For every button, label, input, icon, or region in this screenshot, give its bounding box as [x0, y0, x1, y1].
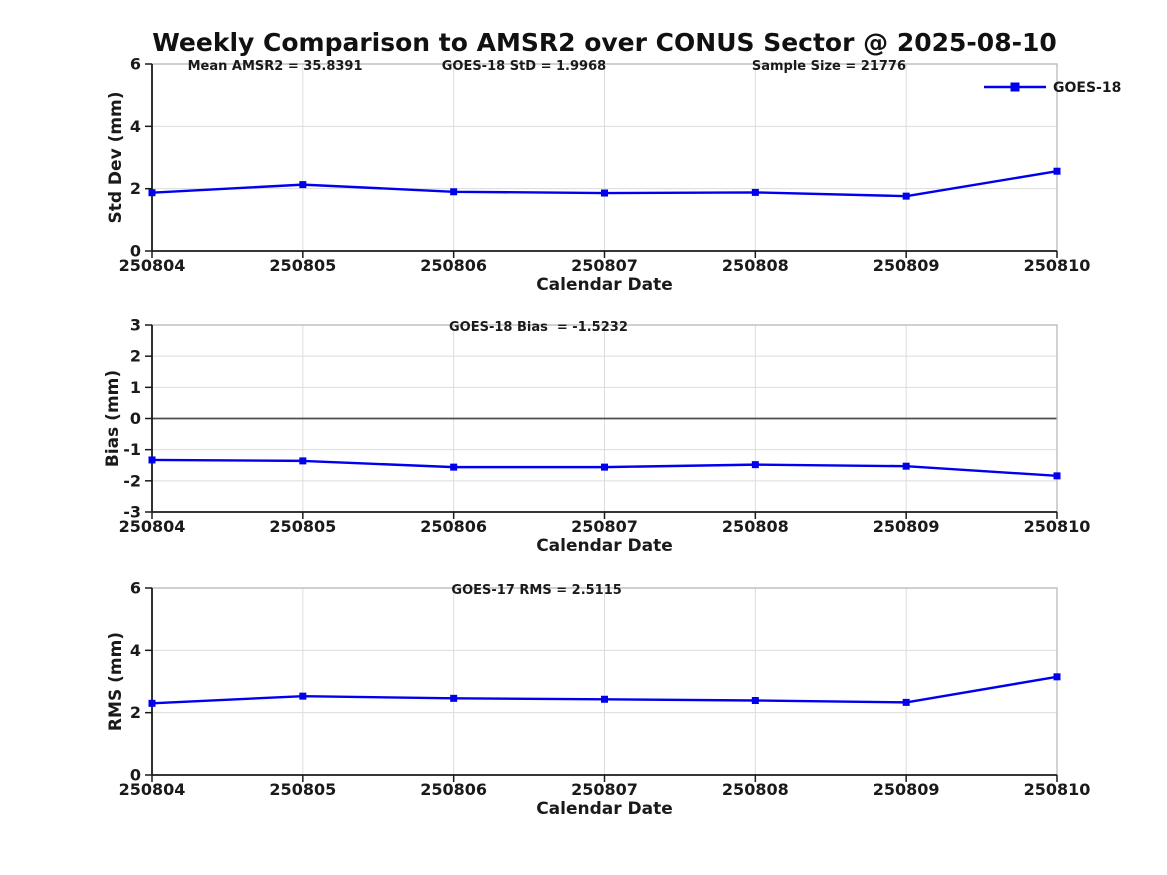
- y-axis-label: Std Dev (mm): [106, 91, 126, 223]
- x-tick-label: 250806: [420, 517, 487, 536]
- data-point-marker: [601, 189, 608, 197]
- plot-frame: [152, 587, 1058, 775]
- x-tick-label: 250806: [420, 256, 487, 275]
- data-point-marker: [751, 188, 759, 196]
- annotation-text: GOES-17 RMS = 2.5115: [451, 583, 621, 598]
- x-tick-label: 250810: [1024, 780, 1091, 799]
- x-tick-label: 250806: [420, 780, 487, 799]
- subplot-std-dev: 250804 250805 250806 250807 250808 250809 2508…: [106, 55, 1121, 296]
- data-point-marker: [299, 181, 307, 189]
- data-point-marker: [1053, 673, 1061, 681]
- data-point-marker: [751, 461, 759, 469]
- x-axis-label: Calendar Date: [536, 275, 673, 295]
- x-tick-label: 250807: [571, 517, 638, 536]
- x-tick-label: 250809: [873, 780, 940, 799]
- subplot-bias: 250804 250805 250806 250807 250808 250809 2508…: [103, 316, 1090, 557]
- y-axis-label: Bias (mm): [103, 370, 123, 467]
- y-tick-label: -2: [123, 471, 141, 490]
- y-tick-label: 2: [130, 179, 141, 198]
- data-point-marker: [450, 188, 458, 196]
- annotation-text: GOES-18 StD = 1.9968: [442, 59, 606, 74]
- annotation-text: Sample Size = 21776: [752, 59, 906, 74]
- x-tick-label: 250807: [571, 256, 638, 275]
- y-tick-label: -1: [123, 440, 141, 459]
- y-tick-label: 0: [130, 409, 141, 428]
- annotation-text: GOES-18 Bias = -1.5232: [449, 320, 628, 335]
- y-tick-label: 2: [130, 347, 141, 366]
- x-tick-label: 250808: [722, 780, 789, 799]
- y-tick-label: 4: [130, 641, 141, 660]
- data-point-marker: [902, 698, 910, 706]
- data-point-marker: [902, 192, 910, 200]
- plot-frame: [152, 63, 1058, 251]
- data-point-marker: [299, 457, 307, 465]
- data-point-marker: [902, 462, 910, 470]
- data-point-marker: [299, 692, 307, 700]
- x-tick-label: 250808: [722, 517, 789, 536]
- x-tick-label: 250804: [119, 517, 186, 536]
- data-point-marker: [148, 456, 156, 464]
- x-axis-label: Calendar Date: [536, 799, 673, 819]
- data-point-marker: [450, 463, 458, 471]
- x-tick-label: 250808: [722, 256, 789, 275]
- x-tick-label: 250809: [873, 517, 940, 536]
- data-point-marker: [148, 189, 156, 197]
- figure-title: Weekly Comparison to AMSR2 over CONUS Se…: [152, 28, 1057, 57]
- annotation-text: Mean AMSR2 = 35.8391: [188, 59, 363, 74]
- x-tick-label: 250810: [1024, 517, 1091, 536]
- data-point-marker: [601, 695, 608, 703]
- x-tick-label: 250810: [1024, 256, 1091, 275]
- x-axis-label: Calendar Date: [536, 536, 673, 556]
- x-tick-label: 250805: [269, 517, 336, 536]
- legend-marker: [1010, 82, 1020, 92]
- data-point-marker: [751, 697, 759, 705]
- y-tick-label: -3: [123, 503, 141, 522]
- data-point-marker: [1053, 167, 1061, 175]
- y-tick-label: 0: [130, 242, 141, 261]
- data-point-marker: [148, 699, 156, 707]
- plot-frame: [152, 324, 1058, 512]
- y-tick-label: 1: [130, 378, 141, 397]
- y-tick-label: 6: [130, 579, 141, 598]
- y-tick-label: 6: [130, 55, 141, 74]
- y-tick-label: 3: [130, 316, 141, 335]
- y-axis-label: RMS (mm): [106, 632, 126, 731]
- x-tick-label: 250804: [119, 780, 186, 799]
- legend-label: GOES-18: [1053, 80, 1121, 96]
- data-point-marker: [1053, 472, 1061, 480]
- y-tick-label: 4: [130, 117, 141, 136]
- x-tick-label: 250805: [269, 256, 336, 275]
- subplot-rms: 250804 250805 250806 250807 250808 250809 2508…: [106, 579, 1090, 820]
- y-tick-label: 2: [130, 703, 141, 722]
- x-tick-label: 250809: [873, 256, 940, 275]
- x-tick-label: 250807: [571, 780, 638, 799]
- y-tick-label: 0: [130, 766, 141, 785]
- data-point-marker: [601, 463, 608, 471]
- data-point-marker: [450, 694, 458, 702]
- x-tick-label: 250805: [269, 780, 336, 799]
- x-tick-label: 250804: [119, 256, 186, 275]
